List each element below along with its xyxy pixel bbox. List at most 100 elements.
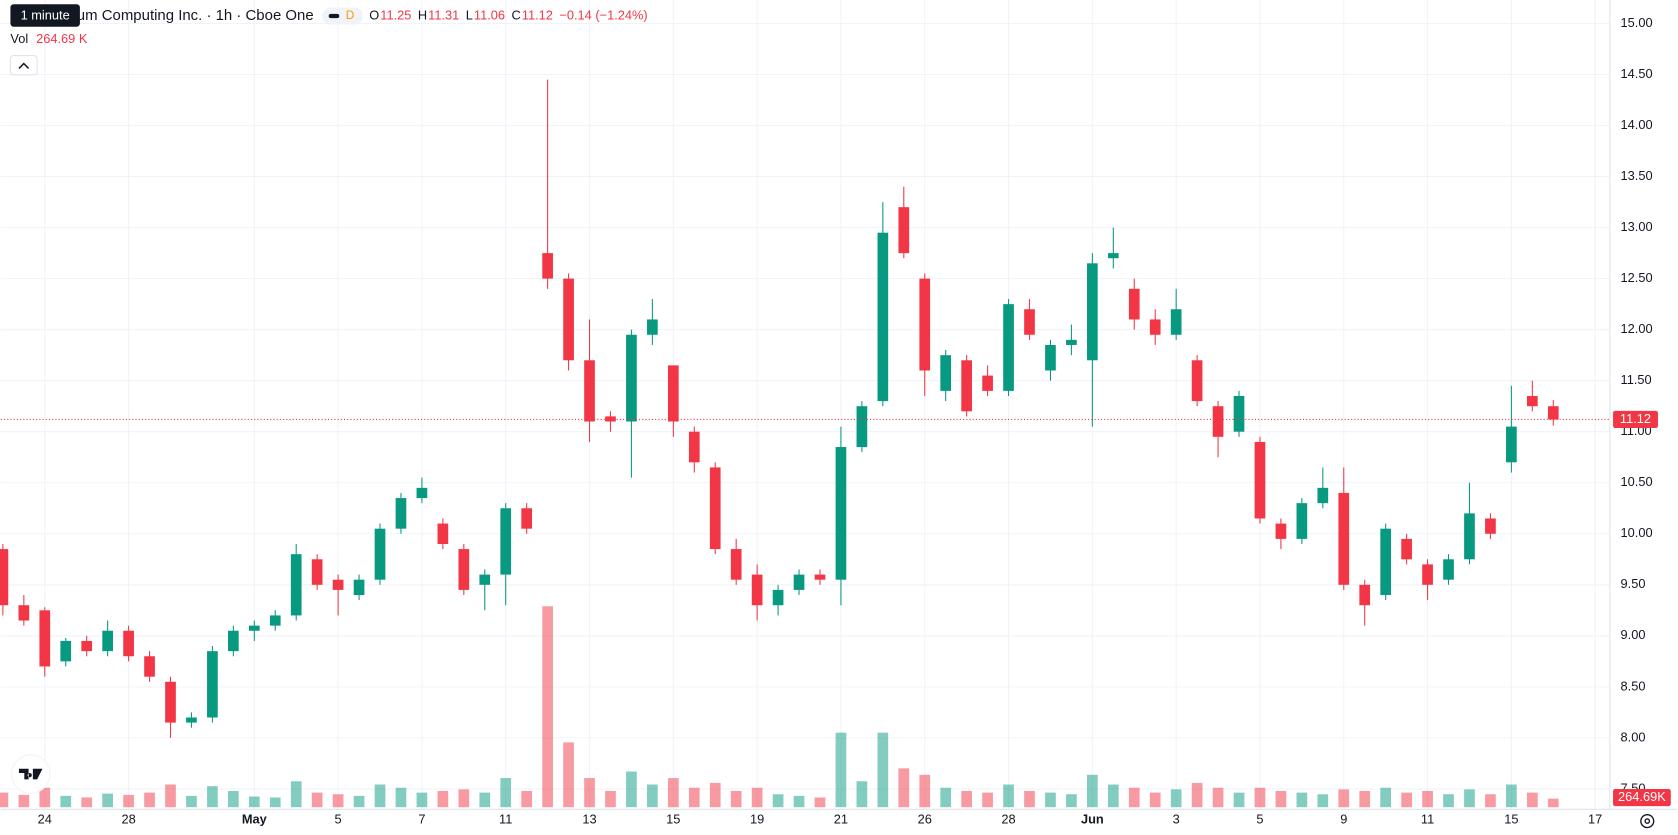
volume-bar bbox=[1107, 784, 1119, 808]
volume-bar bbox=[1506, 784, 1517, 808]
volume-bar bbox=[1485, 794, 1496, 808]
x-tick-label: 26 bbox=[918, 811, 932, 826]
volume-bar bbox=[1233, 792, 1245, 808]
x-tick-label: 28 bbox=[121, 811, 135, 826]
candle-body bbox=[1338, 492, 1350, 585]
x-tick-label: 15 bbox=[1504, 811, 1518, 826]
candle-body bbox=[1212, 406, 1224, 437]
volume-bar bbox=[793, 795, 805, 808]
x-tick-label: 24 bbox=[38, 811, 52, 826]
candle-body bbox=[1087, 263, 1098, 361]
candle-body bbox=[667, 365, 679, 422]
candle-body bbox=[437, 523, 449, 544]
volume-bar bbox=[18, 794, 30, 808]
volume-bar bbox=[626, 771, 637, 808]
candle-body bbox=[1317, 487, 1329, 504]
volume-bar bbox=[123, 794, 134, 808]
candle-body bbox=[940, 355, 952, 391]
logo-mark bbox=[18, 768, 43, 780]
volume-bar bbox=[1191, 782, 1203, 808]
y-tick-label: 11.50 bbox=[1621, 372, 1652, 387]
candle-body bbox=[772, 589, 784, 606]
ohlc-label: O bbox=[369, 7, 379, 22]
candle-body bbox=[228, 630, 239, 652]
tooltip: 1 minute bbox=[21, 7, 70, 22]
candle-body bbox=[1107, 253, 1119, 259]
candle-body bbox=[102, 630, 113, 652]
volume-bar bbox=[1380, 787, 1392, 808]
candle-body bbox=[207, 651, 218, 718]
candle-body bbox=[1254, 441, 1266, 519]
candle-body bbox=[0, 549, 9, 606]
settings-button[interactable] bbox=[1640, 813, 1655, 829]
volume-bar bbox=[521, 790, 533, 808]
y-tick-label: 10.00 bbox=[1621, 525, 1653, 540]
volume-bar bbox=[207, 786, 218, 808]
candle-body bbox=[1526, 395, 1538, 407]
volume-bar bbox=[1338, 789, 1350, 808]
x-tick-label: 19 bbox=[750, 811, 764, 826]
tradingview-logo[interactable] bbox=[10, 754, 51, 794]
candle-body bbox=[1547, 406, 1559, 420]
volume-bar bbox=[814, 797, 826, 808]
candles bbox=[0, 79, 1559, 738]
candle-body bbox=[1128, 288, 1140, 320]
y-tick-label: 9.00 bbox=[1621, 627, 1646, 642]
volume-bar bbox=[584, 778, 595, 808]
volume-bar bbox=[1296, 792, 1308, 808]
candle-body bbox=[144, 656, 155, 677]
last-price-tag bbox=[1613, 410, 1658, 429]
volume-bar bbox=[772, 794, 784, 808]
candle-body bbox=[1422, 564, 1433, 585]
x-tick-label: 7 bbox=[418, 811, 425, 826]
candle-body bbox=[395, 498, 407, 529]
volume-bar bbox=[165, 784, 176, 808]
candle-body bbox=[1443, 559, 1454, 580]
candle-body bbox=[961, 360, 972, 412]
candle-body bbox=[751, 574, 763, 606]
candle-body bbox=[165, 681, 176, 723]
candle-body bbox=[269, 615, 281, 626]
candle-body bbox=[730, 549, 742, 580]
candle-body bbox=[18, 605, 30, 621]
volume-tag bbox=[1613, 789, 1671, 807]
candle-body bbox=[1380, 528, 1392, 596]
volume-bar bbox=[1087, 774, 1098, 808]
candle-body bbox=[1170, 309, 1182, 335]
candle-body bbox=[563, 278, 574, 361]
candle-body bbox=[1024, 309, 1035, 335]
volume-bar bbox=[709, 782, 721, 808]
candle-body bbox=[647, 319, 658, 335]
candle-body bbox=[1275, 523, 1287, 539]
x-tick-label: 13 bbox=[582, 811, 596, 826]
volume-bar bbox=[269, 797, 281, 808]
ohlc-value: 11.25 bbox=[380, 7, 411, 22]
candle-body bbox=[353, 579, 365, 596]
x-tick-label: 11 bbox=[499, 811, 512, 826]
y-tick-label: 12.50 bbox=[1621, 270, 1653, 285]
volume-bar bbox=[374, 784, 386, 808]
volume-bar bbox=[290, 781, 302, 808]
volume-bar bbox=[60, 795, 72, 808]
volume-bar bbox=[437, 790, 449, 808]
volume-bar bbox=[416, 792, 428, 808]
candle-body bbox=[500, 508, 512, 575]
x-tick-label: 15 bbox=[666, 811, 680, 826]
ohlc-label: H bbox=[418, 7, 427, 22]
gear-hub bbox=[1644, 818, 1651, 824]
volume-bar bbox=[1128, 787, 1140, 808]
candle-body bbox=[688, 431, 700, 463]
volume-bar bbox=[1317, 794, 1329, 808]
candle-body bbox=[835, 447, 847, 580]
candle-body bbox=[1485, 518, 1496, 534]
y-tick-label: 8.00 bbox=[1621, 729, 1646, 744]
candle-body bbox=[1506, 426, 1517, 463]
y-tick-label: 12.00 bbox=[1621, 321, 1653, 336]
volume-bar bbox=[0, 792, 9, 808]
volume-bar bbox=[458, 789, 470, 808]
volume-bar bbox=[1149, 792, 1161, 808]
gear-icon bbox=[1640, 813, 1655, 829]
candle-body bbox=[60, 640, 72, 662]
volume-bar bbox=[730, 790, 742, 808]
collapse-button[interactable] bbox=[9, 55, 38, 76]
